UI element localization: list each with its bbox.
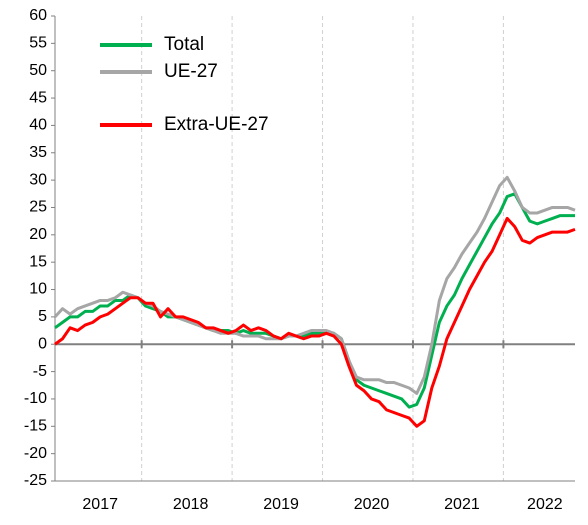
- y-tick-label: 55: [29, 35, 47, 52]
- y-tick-label: 25: [29, 199, 47, 216]
- y-tick-label: 5: [38, 308, 47, 325]
- y-tick-label: 45: [29, 89, 47, 106]
- y-tick-label: 60: [29, 7, 47, 24]
- y-tick-label: 0: [38, 335, 47, 352]
- y-tick-label: 30: [29, 171, 47, 188]
- series-line: [54, 216, 576, 428]
- x-tick-label: 2018: [173, 496, 209, 513]
- y-tick-label: 15: [29, 253, 47, 270]
- x-tick-label: 2019: [263, 496, 299, 513]
- y-tick-label: -5: [33, 363, 47, 380]
- x-tick-label: 2017: [82, 496, 118, 513]
- x-tick-label: 2022: [527, 496, 563, 513]
- legend-label: Total: [164, 34, 204, 55]
- series-line: [54, 192, 575, 409]
- y-tick-label: -20: [24, 445, 47, 462]
- y-tick-label: 40: [29, 117, 47, 134]
- legend-label: Extra-UE-27: [164, 114, 269, 135]
- y-tick-label: -15: [24, 418, 47, 435]
- x-tick-label: 2020: [354, 496, 390, 513]
- y-tick-label: 35: [29, 144, 47, 161]
- legend-label: UE-27: [164, 61, 218, 82]
- y-tick-label: -10: [24, 390, 47, 407]
- y-tick-label: -25: [24, 472, 47, 489]
- series-line: [53, 175, 576, 395]
- y-tick-label: 10: [29, 281, 47, 298]
- y-tick-label: 20: [29, 226, 47, 243]
- x-tick-label: 2021: [444, 496, 480, 513]
- y-tick-label: 50: [29, 62, 47, 79]
